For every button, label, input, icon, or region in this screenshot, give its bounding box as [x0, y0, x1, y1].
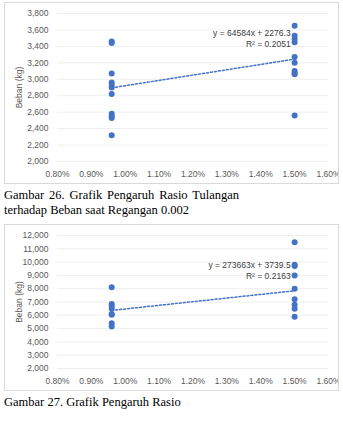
svg-text:2,600: 2,600	[27, 107, 49, 117]
svg-text:1.00%: 1.00%	[113, 376, 138, 386]
svg-text:0.80%: 0.80%	[45, 169, 70, 179]
svg-text:2,000: 2,000	[27, 363, 49, 373]
svg-text:0.80%: 0.80%	[45, 376, 70, 386]
svg-text:2,400: 2,400	[27, 123, 49, 133]
svg-text:10,000: 10,000	[23, 257, 49, 267]
svg-text:1.00%: 1.00%	[113, 169, 138, 179]
html-text:Gambar 27. Grafik Pengaruh Ras: Gambar 27. Grafik Pengaruh Rasio	[4, 395, 181, 409]
svg-text:3,600: 3,600	[27, 25, 49, 35]
svg-text:1.50%: 1.50%	[283, 169, 308, 179]
svg-text:0.90%: 0.90%	[79, 376, 104, 386]
svg-text:1.20%: 1.20%	[181, 169, 206, 179]
svg-text:y = 273663x + 3739.5: y = 273663x + 3739.5	[208, 259, 291, 269]
svg-text:11,000: 11,000	[23, 244, 49, 254]
svg-text:1.60%: 1.60%	[316, 376, 338, 386]
svg-text:3,000: 3,000	[27, 350, 49, 360]
svg-text:2,000: 2,000	[27, 156, 49, 166]
svg-text:0.90%: 0.90%	[79, 169, 104, 179]
svg-text:8,000: 8,000	[27, 283, 49, 293]
svg-text:R² = 0.2163: R² = 0.2163	[246, 270, 291, 280]
svg-text:5,000: 5,000	[27, 323, 49, 333]
svg-text:2,800: 2,800	[27, 90, 49, 100]
svg-text:1.40%: 1.40%	[249, 169, 274, 179]
svg-text:1.40%: 1.40%	[249, 376, 274, 386]
svg-text:4,000: 4,000	[27, 337, 49, 347]
svg-text:1.10%: 1.10%	[147, 169, 172, 179]
html-text:Gambar 26. Grafik Pengaruh Ras: Gambar 26. Grafik Pengaruh Rasio Tulanga…	[4, 188, 239, 217]
svg-text:1.30%: 1.30%	[215, 376, 240, 386]
svg-text:Beban (kg): Beban (kg)	[14, 281, 24, 323]
svg-text:1.50%: 1.50%	[283, 376, 308, 386]
svg-text:3,800: 3,800	[27, 8, 49, 18]
svg-text:Beban (kg): Beban (kg)	[14, 67, 24, 109]
svg-text:3,400: 3,400	[27, 41, 49, 51]
svg-text:R² = 0.2051: R² = 0.2051	[246, 39, 291, 49]
svg-text:12,000: 12,000	[23, 230, 49, 240]
svg-text:1.30%: 1.30%	[215, 169, 240, 179]
svg-text:9,000: 9,000	[27, 270, 49, 280]
svg-text:2,200: 2,200	[27, 140, 49, 150]
svg-text:1.20%: 1.20%	[181, 376, 206, 386]
svg-text:1.60%: 1.60%	[316, 169, 338, 179]
svg-text:1.10%: 1.10%	[147, 376, 172, 386]
svg-text:6,000: 6,000	[27, 310, 49, 320]
svg-text:7,000: 7,000	[27, 297, 49, 307]
svg-text:3,000: 3,000	[27, 74, 49, 84]
svg-text:y = 64584x + 2276.3: y = 64584x + 2276.3	[213, 28, 291, 38]
svg-text:3,200: 3,200	[27, 58, 49, 68]
